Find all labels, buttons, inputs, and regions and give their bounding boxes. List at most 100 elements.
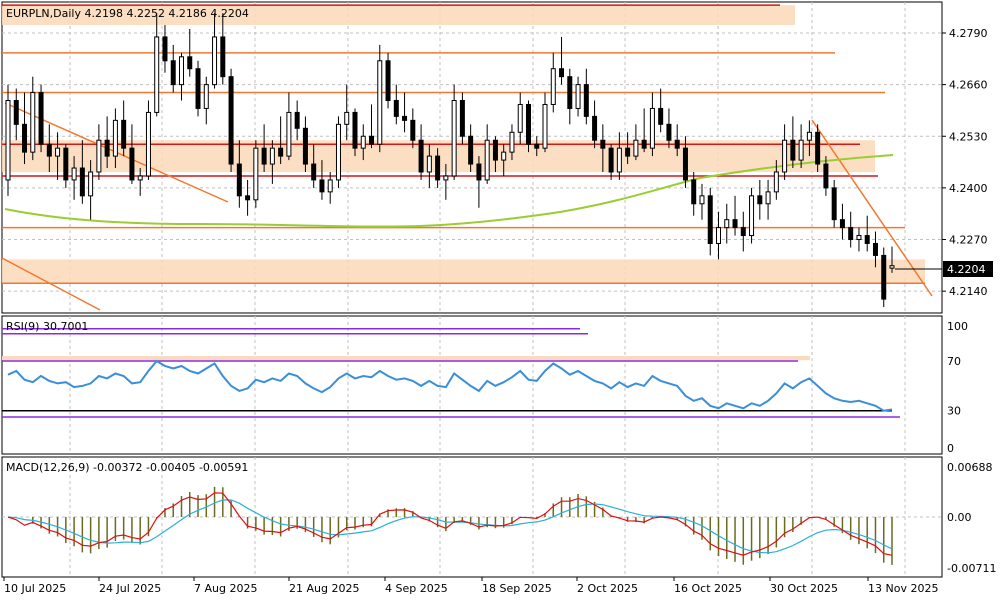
- date-tick-label: 4 Sep 2025: [385, 582, 448, 595]
- candle-body: [253, 147, 259, 201]
- candles: [5, 13, 895, 308]
- price-tick-label: 4.2530: [949, 130, 988, 143]
- candle-body: [96, 139, 102, 173]
- candle-body: [30, 92, 36, 153]
- candle-body: [236, 163, 242, 197]
- candle-body: [881, 254, 887, 300]
- candle-body: [294, 111, 300, 129]
- candle-body: [311, 163, 317, 181]
- date-tick-label: 7 Aug 2025: [194, 582, 257, 595]
- candle-body: [377, 60, 383, 145]
- candle-body: [385, 60, 391, 102]
- candle-body: [22, 123, 28, 153]
- candle-body: [773, 171, 779, 193]
- candle-body: [476, 163, 482, 181]
- trendline-lower-left[interactable]: [1, 257, 101, 311]
- candle-body: [104, 139, 110, 157]
- candle-body: [559, 68, 565, 78]
- candle-body: [782, 139, 788, 173]
- date-tick-label: 24 Jul 2025: [99, 582, 161, 595]
- candle-body: [319, 179, 325, 193]
- candle-body: [674, 139, 680, 149]
- candle-body: [435, 155, 441, 181]
- candle-body: [707, 195, 713, 244]
- candle-body: [5, 100, 11, 181]
- candle-body: [839, 219, 845, 229]
- candle-body: [649, 107, 655, 149]
- moving-average: [4, 154, 894, 228]
- zone-band: [2, 5, 795, 26]
- price-axis: 4.2790 4.2660 4.2530 4.2400 4.2270 4.2140: [942, 27, 988, 298]
- candle-body: [534, 143, 540, 149]
- candle-body: [848, 227, 854, 241]
- current-price-label: 4.2204: [947, 263, 986, 276]
- candle-body: [13, 100, 19, 125]
- candle-body: [170, 60, 176, 86]
- candle-body: [790, 139, 796, 161]
- candle-body: [468, 135, 474, 165]
- candle-body: [872, 242, 878, 256]
- candle-body: [658, 107, 664, 125]
- candle-body: [178, 56, 184, 86]
- candle-body: [592, 115, 598, 141]
- candle-body: [327, 179, 333, 193]
- date-tick-label: 21 Aug 2025: [289, 582, 359, 595]
- price-tick-label: 4.2140: [949, 285, 988, 298]
- candle-body: [302, 127, 308, 165]
- candle-body: [716, 227, 722, 244]
- candle-body: [46, 143, 52, 157]
- candle-body: [608, 147, 614, 173]
- candle-body: [509, 131, 515, 153]
- rsi-tick-label: 100: [947, 320, 968, 333]
- candle-body: [517, 103, 523, 133]
- candle-body: [459, 100, 465, 137]
- candle-body: [88, 171, 94, 197]
- rsi-tick-label: 30: [947, 405, 961, 418]
- macd-axis: 0.00688 0.00 -0.00711: [947, 461, 996, 575]
- symbol-header: EURPLN,Daily 4.2198 4.2252 4.2186 4.2204: [6, 7, 249, 20]
- candle-body: [567, 76, 573, 109]
- current-price-tag: [943, 261, 993, 277]
- candle-body: [484, 139, 490, 181]
- macd-label: MACD(12,26,9) -0.00372 -0.00405 -0.00591: [6, 461, 248, 474]
- date-tick-label: 30 Oct 2025: [770, 582, 838, 595]
- rsi-zone-band: [2, 356, 810, 361]
- candle-body: [666, 123, 672, 141]
- candle-body: [600, 139, 606, 149]
- date-tick-label: 18 Sep 2025: [482, 582, 552, 595]
- candle-body: [525, 103, 531, 145]
- candle-body: [616, 147, 622, 173]
- rsi-indicator: [2, 328, 900, 418]
- candle-body: [352, 111, 358, 149]
- candle-body: [360, 135, 366, 149]
- candle-body: [501, 151, 507, 161]
- macd-main-line: [7, 492, 893, 556]
- macd-tick-label: 0.00688: [947, 461, 993, 474]
- candle-body: [426, 155, 432, 173]
- candle-body: [335, 123, 341, 181]
- candle-body: [195, 68, 201, 109]
- candle-body: [542, 103, 548, 149]
- candle-body: [732, 219, 738, 229]
- trendline-down-right[interactable]: [811, 119, 933, 297]
- candle-body: [575, 84, 581, 109]
- candle-body: [187, 56, 193, 70]
- rsi-tick-label: 0: [947, 442, 954, 455]
- candle-body: [129, 147, 135, 181]
- candle-body: [889, 265, 895, 269]
- candle-body: [765, 191, 771, 205]
- price-tick-label: 4.2400: [949, 182, 988, 195]
- candle-body: [369, 135, 375, 145]
- rsi-tick-label: 70: [947, 355, 961, 368]
- candle-body: [344, 111, 350, 125]
- candle-body: [749, 195, 755, 237]
- candle-body: [121, 119, 127, 149]
- candle-body: [856, 235, 862, 241]
- candle-body: [220, 36, 226, 78]
- grid: [2, 2, 942, 577]
- candle-body: [798, 139, 804, 161]
- candle-body: [145, 111, 151, 177]
- price-tick-label: 4.2270: [949, 234, 988, 247]
- candle-body: [71, 167, 77, 181]
